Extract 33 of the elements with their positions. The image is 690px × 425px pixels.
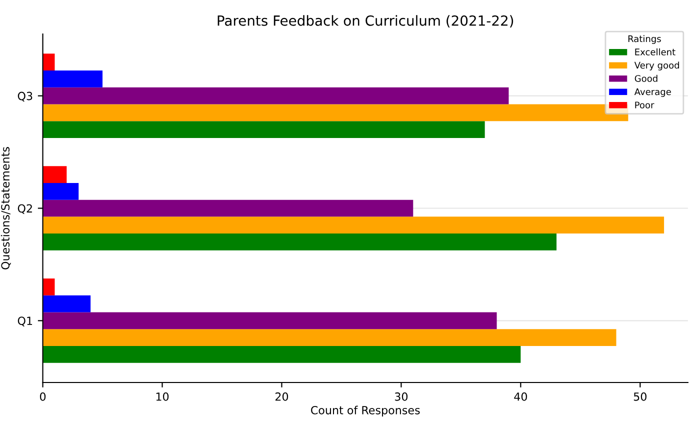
y-tick-label: Q3	[18, 92, 32, 102]
x-tick-label: 50	[634, 392, 646, 401]
legend-label: Poor	[635, 102, 654, 108]
bar	[42, 87, 509, 104]
bar	[42, 121, 485, 138]
legend-title: Ratings	[628, 35, 661, 44]
x-tick-label: 40	[514, 392, 527, 401]
x-tick-label: 0	[40, 392, 46, 401]
x-tick-label: 30	[394, 392, 408, 401]
bar	[42, 216, 664, 234]
bar	[42, 312, 497, 330]
bar	[42, 70, 103, 88]
x-tick-label: 20	[275, 392, 288, 401]
y-tick-label: Q2	[18, 204, 32, 214]
bar	[42, 104, 628, 122]
legend-label: Excellent	[635, 48, 676, 56]
y-tick-label: Q1	[18, 316, 32, 326]
chart-title: Parents Feedback on Curriculum (2021-22)	[218, 15, 514, 28]
legend-label: Very good	[634, 62, 679, 70]
bar	[42, 166, 67, 183]
legend-label: Average	[634, 88, 671, 97]
bar	[42, 329, 616, 346]
bar	[42, 200, 414, 217]
legend-label: Good	[634, 74, 658, 82]
bar	[42, 234, 557, 250]
bar	[42, 295, 91, 312]
bar	[42, 346, 521, 363]
bar	[42, 182, 79, 200]
bar	[42, 278, 55, 296]
y-axis-title: Questions/Statements	[0, 147, 11, 270]
bar	[42, 54, 55, 71]
x-tick-label: 10	[156, 392, 169, 401]
x-axis-title: Count of Responses	[311, 406, 420, 417]
